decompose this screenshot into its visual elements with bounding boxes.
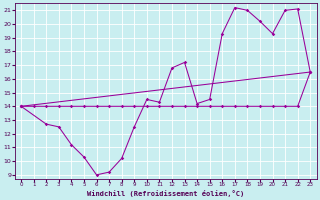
X-axis label: Windchill (Refroidissement éolien,°C): Windchill (Refroidissement éolien,°C) [87, 190, 244, 197]
